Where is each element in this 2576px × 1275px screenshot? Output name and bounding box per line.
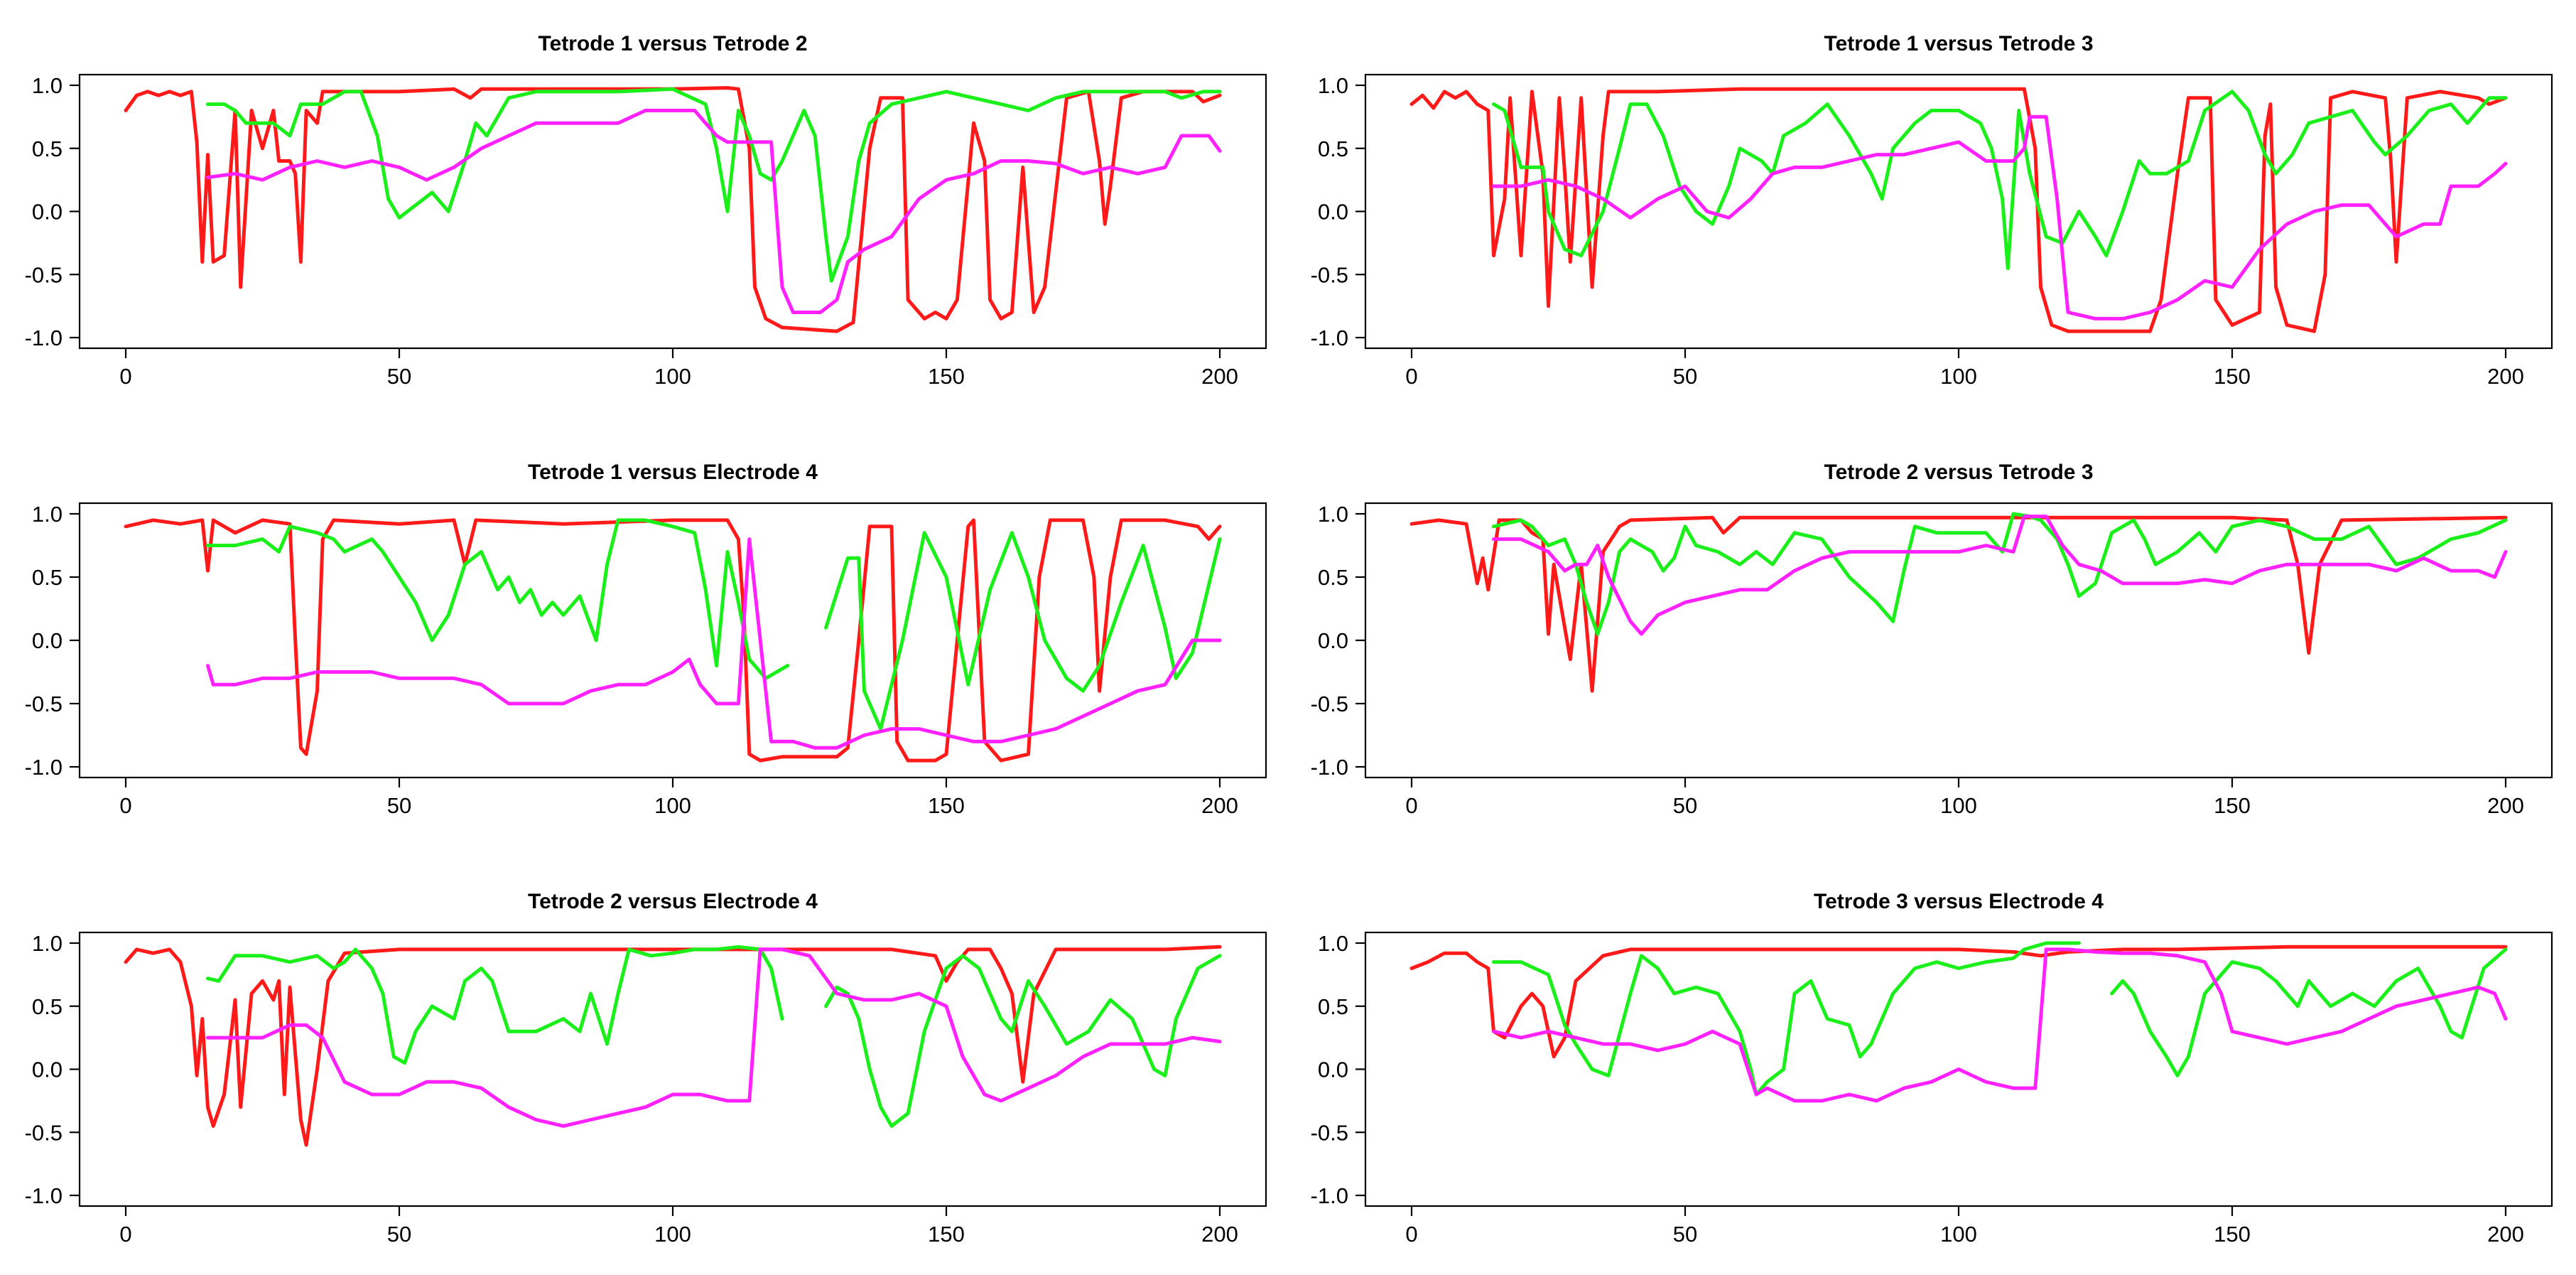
x-tick-label: 100	[1940, 793, 1977, 818]
x-tick-label: 0	[1405, 1222, 1417, 1247]
y-tick-label: 0.0	[32, 1058, 63, 1082]
x-tick-label: 150	[928, 1222, 965, 1247]
y-tick-label: -1.0	[25, 1183, 63, 1208]
y-tick-label: -0.5	[1311, 1120, 1348, 1145]
plot-frame	[78, 73, 1267, 350]
y-tick-label: 0.0	[32, 200, 63, 225]
x-tick-label: 150	[2214, 793, 2251, 818]
y-tick-label: 0.0	[1318, 628, 1348, 653]
y-tick-label: 0.5	[32, 565, 63, 590]
x-tick-label: 50	[387, 1222, 411, 1247]
chart-title: Tetrode 2 versus Tetrode 3	[1824, 461, 2093, 484]
y-tick-label: 0.0	[32, 628, 63, 653]
y-tick-label: -0.5	[25, 262, 63, 287]
series-line-red	[1409, 515, 2508, 693]
series-line-magenta	[206, 109, 1222, 314]
x-tick-label: 150	[928, 364, 965, 389]
series-line-green	[2110, 947, 2508, 1077]
chart-panel-3: Tetrode 1 versus Electrode 4 -1.0 -0.5 0.0 0…	[25, 461, 1267, 818]
y-tick-label: 1.0	[32, 73, 63, 98]
plot-frame	[78, 931, 1267, 1207]
series-line-green	[1492, 941, 2081, 1097]
series-line-magenta	[1492, 515, 2508, 636]
chart-panel-4: Tetrode 2 versus Tetrode 3 -1.0 -0.5 0.0 0.5…	[1311, 461, 2553, 818]
x-tick-label: 200	[1201, 364, 1238, 389]
x-tick-label: 200	[2487, 793, 2524, 818]
series-line-red	[1409, 87, 2508, 333]
chart-title: Tetrode 1 versus Tetrode 2	[538, 32, 807, 55]
x-tick-label: 0	[119, 1222, 131, 1247]
chart-panel-2: Tetrode 1 versus Tetrode 3 -1.0 -0.5 0.0 0.5…	[1311, 32, 2553, 389]
series-line-green	[206, 87, 1222, 283]
y-tick-label: 1.0	[1318, 502, 1348, 527]
x-tick-label: 150	[2214, 1222, 2251, 1247]
series-line-green	[824, 954, 1222, 1128]
y-tick-label: -1.0	[1311, 755, 1348, 780]
y-tick-label: -0.5	[1311, 692, 1348, 716]
y-tick-label: -0.5	[1311, 262, 1348, 287]
series-line-green	[1492, 90, 2508, 270]
y-tick-label: 0.0	[1318, 1058, 1348, 1082]
y-tick-label: 1.0	[1318, 931, 1348, 956]
chart-title: Tetrode 1 versus Tetrode 3	[1824, 32, 2093, 55]
x-tick-label: 200	[2487, 1222, 2524, 1247]
y-tick-label: 0.5	[1318, 136, 1348, 161]
y-tick-label: 0.5	[1318, 994, 1348, 1019]
chart-panel-6: Tetrode 3 versus Electrode 4 -1.0 -0.5 0.0 0…	[1311, 890, 2553, 1247]
x-tick-label: 200	[2487, 364, 2524, 389]
y-tick-label: 1.0	[32, 502, 63, 527]
x-tick-label: 100	[654, 364, 691, 389]
series-line-red	[124, 518, 1222, 763]
x-tick-label: 50	[1673, 364, 1697, 389]
series-line-green	[824, 531, 1222, 731]
x-tick-label: 150	[2214, 364, 2251, 389]
series-line-green	[1492, 512, 2508, 636]
x-tick-label: 100	[654, 793, 691, 818]
y-tick-label: 1.0	[32, 931, 63, 956]
chart-panel-1: Tetrode 1 versus Tetrode 2 -1.0 -0.5 0.0 0.5…	[25, 32, 1267, 389]
y-tick-label: -1.0	[1311, 1183, 1348, 1208]
chart-panel-5: Tetrode 2 versus Electrode 4 -1.0 -0.5 0.0 0…	[25, 890, 1267, 1247]
y-tick-label: 0.5	[1318, 565, 1348, 590]
y-tick-label: 1.0	[1318, 73, 1348, 98]
x-tick-label: 0	[119, 793, 131, 818]
series-line-magenta	[206, 947, 1222, 1128]
y-tick-label: -0.5	[25, 1120, 63, 1145]
x-tick-label: 50	[387, 364, 411, 389]
series-line-red	[124, 86, 1222, 333]
x-tick-label: 0	[1405, 364, 1417, 389]
series-line-magenta	[206, 537, 1222, 750]
x-tick-label: 50	[387, 793, 411, 818]
x-tick-label: 100	[1940, 1222, 1977, 1247]
y-tick-label: 0.5	[32, 136, 63, 161]
chart-title: Tetrode 2 versus Electrode 4	[528, 890, 818, 913]
x-tick-label: 50	[1673, 793, 1697, 818]
y-tick-label: -1.0	[25, 755, 63, 780]
series-line-green	[206, 945, 784, 1065]
y-tick-label: -1.0	[1311, 326, 1348, 350]
x-tick-label: 200	[1201, 793, 1238, 818]
y-tick-label: -0.5	[25, 692, 63, 716]
series-line-magenta	[1492, 114, 2508, 321]
series-line-magenta	[1492, 947, 2508, 1103]
x-tick-label: 50	[1673, 1222, 1697, 1247]
y-tick-label: 0.5	[32, 994, 63, 1019]
chart-title: Tetrode 3 versus Electrode 4	[1814, 890, 2104, 913]
x-tick-label: 200	[1201, 1222, 1238, 1247]
x-tick-label: 100	[1940, 364, 1977, 389]
chart-title: Tetrode 1 versus Electrode 4	[528, 461, 818, 484]
series-line-green	[206, 518, 790, 680]
x-tick-label: 0	[119, 364, 131, 389]
y-tick-label: -1.0	[25, 326, 63, 350]
series-line-red	[124, 945, 1222, 1147]
x-tick-label: 0	[1405, 793, 1417, 818]
x-tick-label: 100	[654, 1222, 691, 1247]
x-tick-label: 150	[928, 793, 965, 818]
y-tick-label: 0.0	[1318, 200, 1348, 225]
